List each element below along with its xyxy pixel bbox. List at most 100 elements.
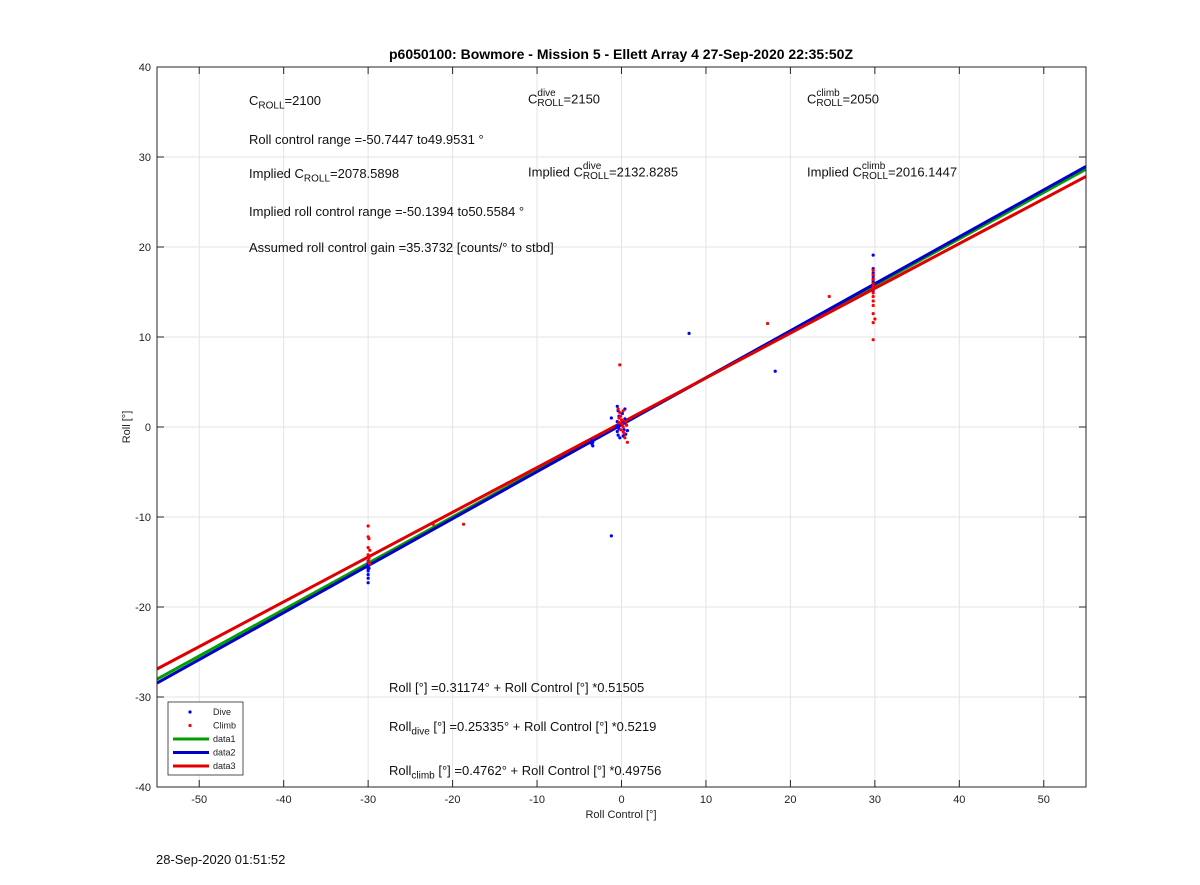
- dive-point: [366, 581, 370, 585]
- dive-point: [609, 416, 613, 420]
- legend-item-dive: Dive: [188, 707, 231, 717]
- climb-point: [367, 556, 371, 561]
- climb-point: [619, 418, 624, 422]
- climb-point: [871, 277, 875, 281]
- climb-point: [616, 407, 620, 411]
- climb-point: [621, 429, 625, 434]
- dive-point: [687, 331, 691, 335]
- legend-item-data1: data1: [173, 734, 236, 744]
- climb-point: [871, 303, 875, 308]
- climb-point: [623, 436, 627, 440]
- legend-label: data2: [213, 748, 236, 758]
- y-tick-label: 10: [139, 332, 151, 344]
- climb-point: [624, 420, 628, 424]
- climb-point: [871, 338, 875, 342]
- climb-point: [367, 537, 371, 541]
- climb-point: [871, 282, 875, 286]
- x-tick-label: -30: [360, 794, 376, 806]
- y-tick-label: -40: [135, 782, 151, 794]
- x-tick-label: -50: [191, 794, 207, 806]
- dive-point: [615, 404, 619, 408]
- legend-label: Dive: [213, 707, 231, 717]
- data-points: [365, 253, 877, 585]
- annotation-fit-all: Roll [°] =0.31174° + Roll Control [°] *0…: [389, 680, 645, 695]
- legend-label: data3: [213, 761, 236, 771]
- x-tick-label: 10: [700, 794, 712, 806]
- y-tick-label: 20: [139, 242, 151, 254]
- climb-point: [625, 440, 630, 444]
- print-timestamp: 28-Sep-2020 01:51:52: [156, 852, 286, 867]
- legend-marker: [188, 710, 192, 714]
- y-tick-label: 40: [139, 62, 151, 74]
- dive-point: [366, 576, 370, 580]
- annotation-implied-croll: Implied CROLL=2078.5898: [249, 166, 400, 185]
- legend-item-climb: Climb: [188, 721, 236, 731]
- dive-point: [625, 429, 630, 433]
- x-tick-label: -20: [445, 794, 461, 806]
- legend-item-data2: data2: [173, 748, 236, 758]
- climb-point: [871, 273, 875, 277]
- x-ticks: -50 -40 -30 -20 -10 0 10 20 30 40 50: [191, 67, 1050, 806]
- climb-point: [871, 287, 875, 291]
- dive-point: [616, 433, 620, 437]
- y-tick-label: -30: [135, 692, 151, 704]
- legend-label: Climb: [213, 721, 236, 731]
- annotation-implied-range: Implied roll control range =-50.1394 to5…: [249, 204, 525, 219]
- dive-point: [591, 444, 595, 448]
- climb-point: [871, 285, 875, 289]
- climb-point: [621, 425, 625, 429]
- x-tick-label: -10: [529, 794, 545, 806]
- x-tick-label: 40: [953, 794, 965, 806]
- climb-point: [871, 299, 875, 303]
- x-axis-label: Roll Control [°]: [585, 809, 656, 821]
- x-tick-label: 30: [869, 794, 881, 806]
- climb-point: [366, 524, 370, 528]
- dive-point: [614, 425, 619, 429]
- annotation-roll-control-range: Roll control range =-50.7447 to49.9531 °: [249, 132, 484, 147]
- annotation-croll: CROLL=2100: [249, 93, 322, 112]
- climb-point: [624, 423, 629, 427]
- climb-point: [871, 321, 875, 325]
- climb-point: [827, 294, 831, 299]
- climb-point: [873, 317, 877, 321]
- climb-point: [431, 522, 435, 526]
- climb-point: [366, 553, 370, 557]
- climb-point: [621, 409, 625, 413]
- dive-point: [871, 253, 875, 257]
- dive-point: [367, 566, 371, 570]
- y-tick-label: -20: [135, 602, 151, 614]
- y-tick-label: 0: [145, 422, 151, 434]
- climb-point: [766, 321, 770, 326]
- climb-point: [366, 546, 370, 550]
- y-ticks: -40 -30 -20 -10 0 10 20 30 40: [135, 62, 1086, 794]
- climb-point: [871, 312, 875, 316]
- dive-point: [773, 369, 777, 373]
- climb-point: [871, 294, 875, 299]
- y-tick-label: 30: [139, 152, 151, 164]
- climb-point: [617, 420, 621, 425]
- annotation-fit-dive: Rolldive [°] =0.25335° + Roll Control [°…: [389, 719, 657, 738]
- climb-point: [871, 291, 875, 295]
- x-tick-label: -40: [276, 794, 292, 806]
- climb-point: [368, 562, 372, 566]
- dive-point: [609, 534, 613, 538]
- dive-point: [366, 573, 370, 577]
- chart-title: p6050100: Bowmore - Mission 5 - Ellett A…: [389, 46, 853, 62]
- x-tick-label: 20: [784, 794, 796, 806]
- dive-point: [620, 411, 624, 416]
- dive-point: [618, 436, 622, 440]
- climb-point: [620, 422, 624, 426]
- climb-point: [461, 522, 466, 526]
- dive-point: [615, 429, 619, 434]
- annotation-fit-climb: Rollclimb [°] =0.4762° + Roll Control [°…: [389, 763, 662, 782]
- fit-line-data3: [156, 175, 1087, 671]
- x-tick-label: 0: [618, 794, 624, 806]
- legend: Dive Climb data1 data2 data3: [167, 701, 244, 776]
- climb-point: [619, 428, 623, 432]
- y-tick-label: -10: [135, 512, 151, 524]
